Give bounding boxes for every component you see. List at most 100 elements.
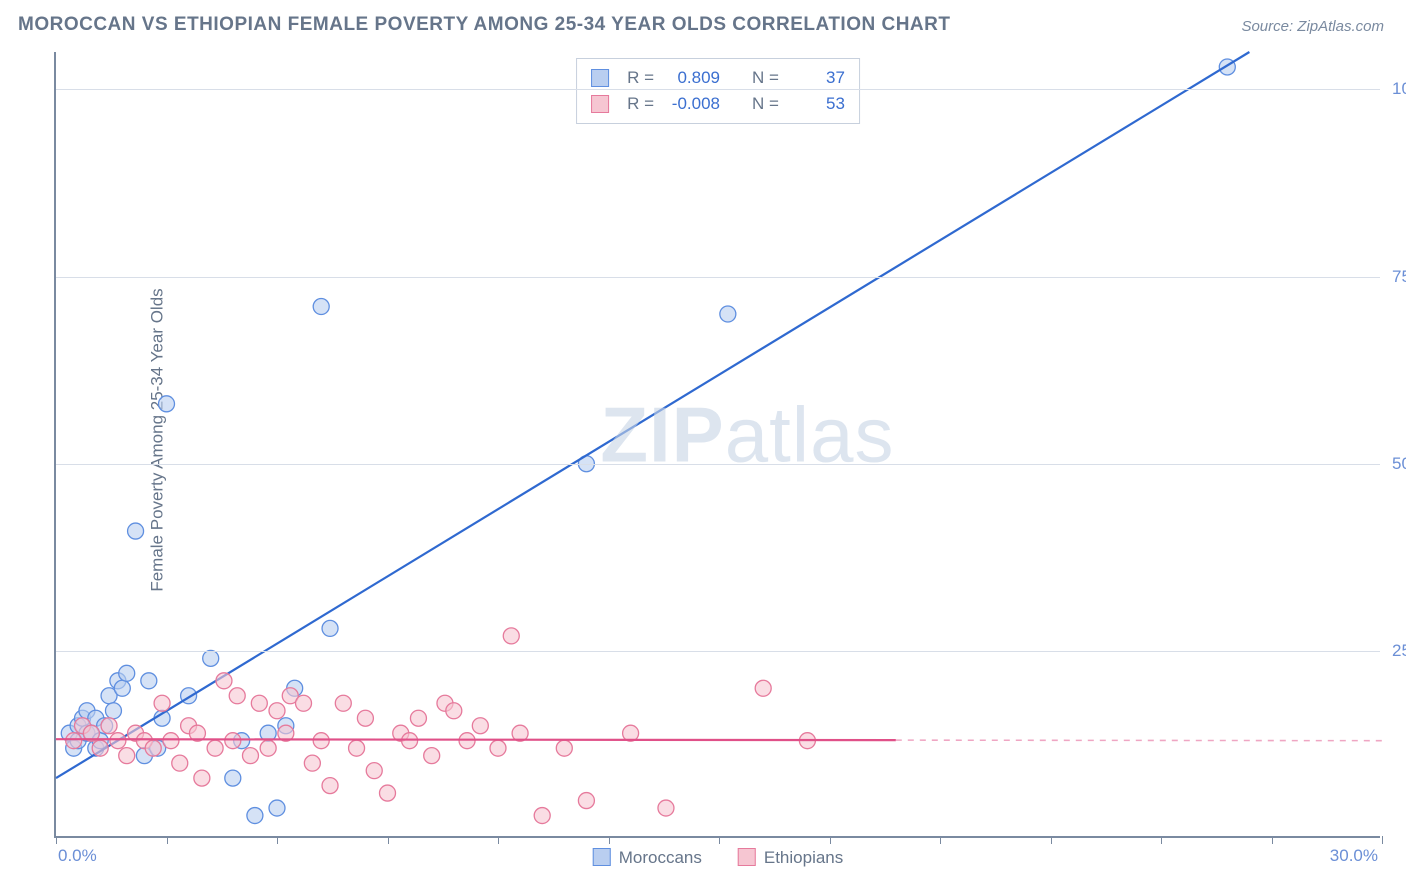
data-point-ethiopians [229, 688, 245, 704]
y-gridline [56, 277, 1380, 278]
data-point-ethiopians [119, 748, 135, 764]
data-point-ethiopians [101, 718, 117, 734]
data-point-ethiopians [472, 718, 488, 734]
data-point-ethiopians [260, 740, 276, 756]
data-point-ethiopians [357, 710, 373, 726]
data-point-ethiopians [578, 793, 594, 809]
data-point-ethiopians [154, 695, 170, 711]
data-point-moroccans [119, 665, 135, 681]
y-tick-label: 25.0% [1392, 641, 1406, 661]
x-tick-mark [498, 836, 499, 844]
x-tick-mark [1382, 836, 1383, 844]
data-point-moroccans [105, 703, 121, 719]
y-gridline [56, 651, 1380, 652]
r-value: 0.809 [664, 65, 720, 91]
data-point-moroccans [128, 523, 144, 539]
y-tick-label: 100.0% [1392, 79, 1406, 99]
data-point-ethiopians [366, 763, 382, 779]
correlation-legend-row: R = -0.008 N = 53 [591, 91, 845, 117]
r-label: R = [627, 65, 654, 91]
x-tick-mark [388, 836, 389, 844]
n-label: N = [752, 65, 779, 91]
y-gridline [56, 464, 1380, 465]
legend-swatch [591, 95, 609, 113]
source-label: Source: ZipAtlas.com [1241, 18, 1384, 35]
trend-line-moroccans [56, 52, 1249, 778]
x-tick-mark [1161, 836, 1162, 844]
plot-area: ZIPatlas R =0.809N =37R =-0.008N =53 0.0… [54, 52, 1380, 838]
plot-svg [56, 52, 1380, 836]
data-point-moroccans [720, 306, 736, 322]
data-point-ethiopians [658, 800, 674, 816]
x-tick-mark [940, 836, 941, 844]
series-legend-label: Moroccans [619, 848, 702, 867]
data-point-ethiopians [92, 740, 108, 756]
series-legend-item: Ethiopians [738, 848, 843, 868]
data-point-ethiopians [503, 628, 519, 644]
data-point-ethiopians [446, 703, 462, 719]
trend-line-dashed-ethiopians [896, 740, 1382, 741]
data-point-moroccans [313, 299, 329, 315]
x-tick-mark [719, 836, 720, 844]
data-point-ethiopians [225, 733, 241, 749]
data-point-moroccans [203, 650, 219, 666]
n-value: 37 [789, 65, 845, 91]
data-point-ethiopians [172, 755, 188, 771]
x-tick-mark [56, 836, 57, 844]
data-point-moroccans [247, 808, 263, 824]
data-point-ethiopians [313, 733, 329, 749]
data-point-ethiopians [216, 673, 232, 689]
data-point-ethiopians [410, 710, 426, 726]
r-value: -0.008 [664, 91, 720, 117]
data-point-ethiopians [296, 695, 312, 711]
data-point-moroccans [322, 620, 338, 636]
data-point-ethiopians [322, 778, 338, 794]
correlation-legend: R = 0.809 N = 37 R = -0.008 N = 53 [576, 58, 860, 124]
series-legend-item: Moroccans [593, 848, 702, 868]
data-point-moroccans [269, 800, 285, 816]
data-point-ethiopians [145, 740, 161, 756]
r-label: R = [627, 91, 654, 117]
data-point-ethiopians [251, 695, 267, 711]
data-point-ethiopians [380, 785, 396, 801]
series-legend: Moroccans Ethiopians [593, 848, 844, 868]
x-axis-min-label: 0.0% [58, 846, 97, 866]
correlation-legend-row: R = 0.809 N = 37 [591, 65, 845, 91]
x-tick-mark [830, 836, 831, 844]
legend-swatch [591, 69, 609, 87]
data-point-ethiopians [424, 748, 440, 764]
data-point-moroccans [114, 680, 130, 696]
data-point-moroccans [159, 396, 175, 412]
data-point-ethiopians [304, 755, 320, 771]
y-tick-label: 75.0% [1392, 267, 1406, 287]
data-point-ethiopians [349, 740, 365, 756]
data-point-ethiopians [335, 695, 351, 711]
series-legend-label: Ethiopians [764, 848, 843, 867]
data-point-ethiopians [269, 703, 285, 719]
data-point-ethiopians [755, 680, 771, 696]
data-point-ethiopians [66, 733, 82, 749]
chart-title: MOROCCAN VS ETHIOPIAN FEMALE POVERTY AMO… [18, 14, 950, 36]
data-point-moroccans [225, 770, 241, 786]
data-point-ethiopians [490, 740, 506, 756]
data-point-moroccans [141, 673, 157, 689]
y-gridline [56, 89, 1380, 90]
legend-swatch [593, 848, 611, 866]
x-tick-mark [167, 836, 168, 844]
data-point-ethiopians [556, 740, 572, 756]
trend-line-ethiopians [56, 739, 896, 740]
n-value: 53 [789, 91, 845, 117]
data-point-ethiopians [207, 740, 223, 756]
y-tick-label: 50.0% [1392, 454, 1406, 474]
n-label: N = [752, 91, 779, 117]
x-tick-mark [1051, 836, 1052, 844]
data-point-ethiopians [194, 770, 210, 786]
x-tick-mark [277, 836, 278, 844]
legend-swatch [738, 848, 756, 866]
data-point-ethiopians [110, 733, 126, 749]
data-point-ethiopians [534, 808, 550, 824]
data-point-ethiopians [163, 733, 179, 749]
data-point-ethiopians [242, 748, 258, 764]
x-tick-mark [1272, 836, 1273, 844]
x-tick-mark [609, 836, 610, 844]
